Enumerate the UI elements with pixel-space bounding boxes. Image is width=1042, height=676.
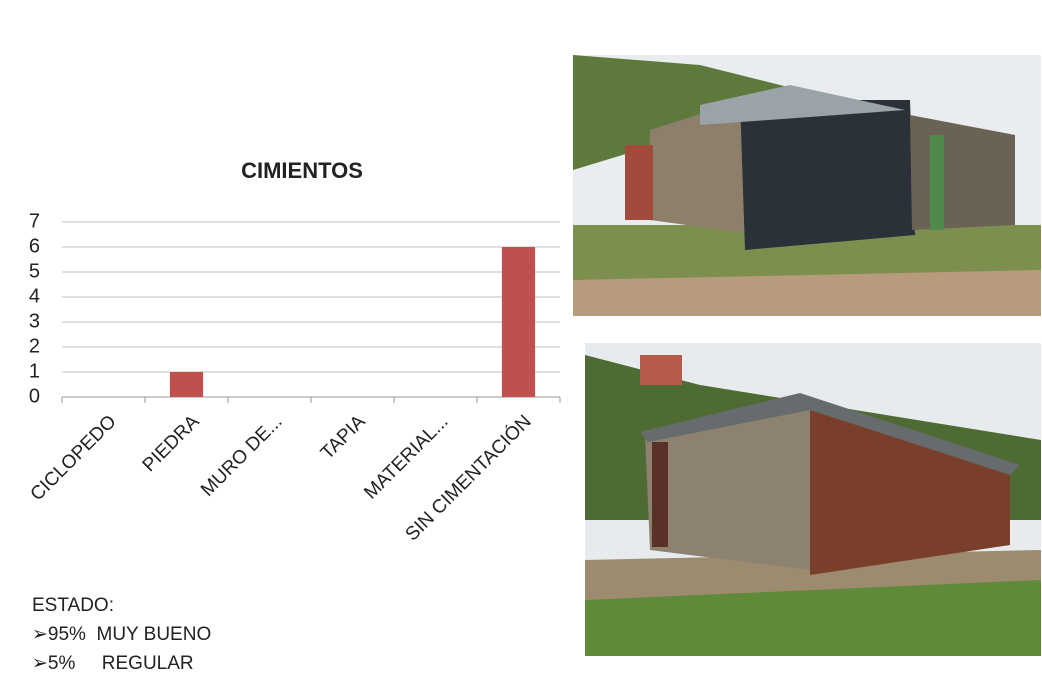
y-tick-label: 3 xyxy=(29,310,40,332)
chart-title: CIMIENTOS xyxy=(241,158,363,183)
photo-bottom xyxy=(585,343,1041,656)
y-tick-label: 5 xyxy=(29,260,40,282)
note: ESTADO: xyxy=(32,595,114,616)
bar xyxy=(169,372,204,397)
y-tick-label: 0 xyxy=(29,385,40,407)
y-tick-label: 1 xyxy=(29,360,40,382)
note: ➢95% MUY BUENO xyxy=(32,624,211,645)
y-tick-label: 7 xyxy=(29,210,40,232)
y-tick-label: 2 xyxy=(29,335,40,357)
note: ➢5% REGULAR xyxy=(32,653,194,674)
bar xyxy=(501,247,536,397)
y-tick-label: 4 xyxy=(29,285,40,307)
y-tick-label: 6 xyxy=(29,235,40,257)
photo-top xyxy=(573,55,1041,316)
